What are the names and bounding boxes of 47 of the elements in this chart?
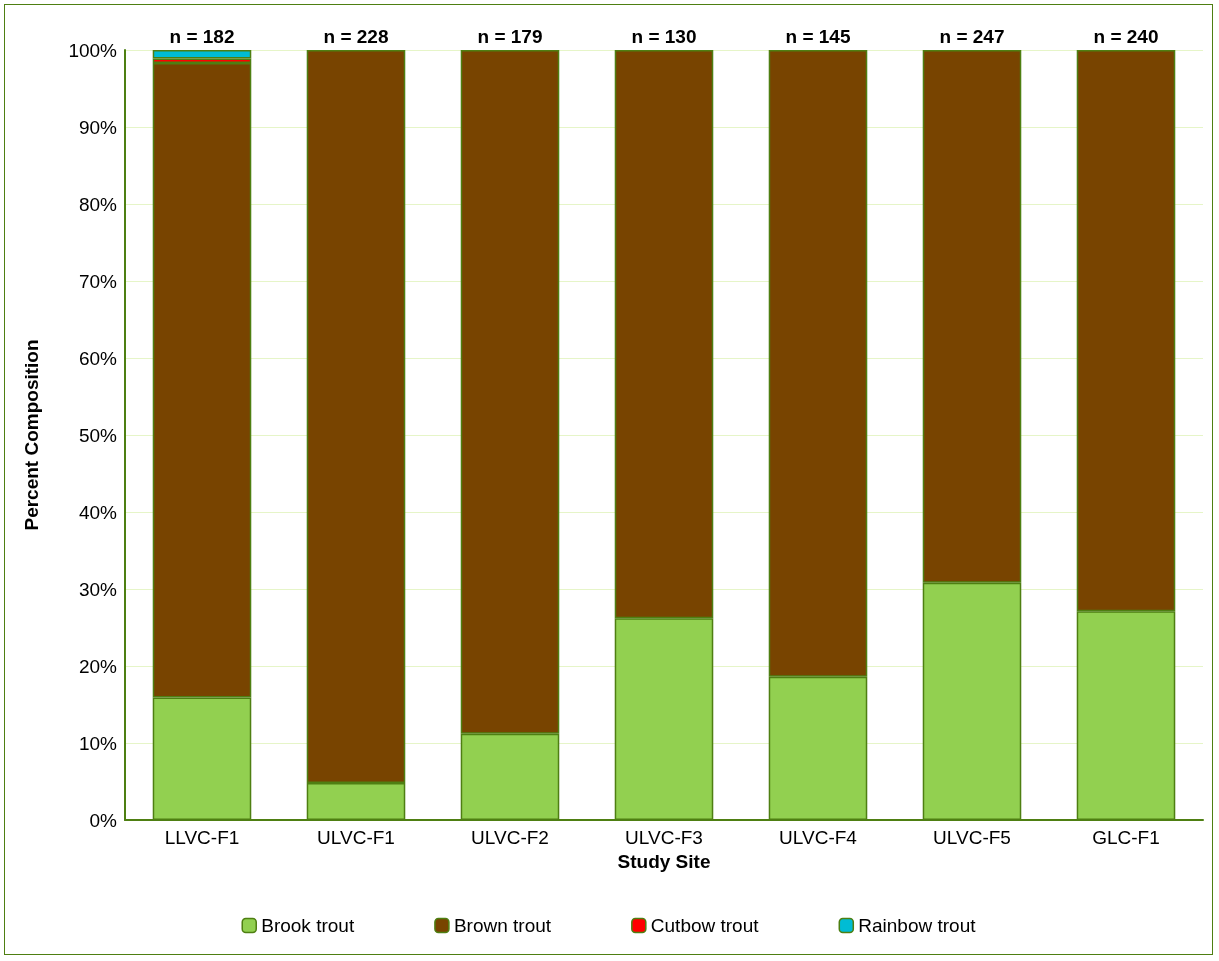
- annotation: n = 179: [477, 26, 543, 47]
- x-tick-label: GLC-F1: [1092, 827, 1160, 848]
- y-tick-label: 80%: [78, 193, 118, 215]
- y-tick-label: 70%: [78, 270, 118, 292]
- legend-label: Brown trout: [453, 915, 552, 936]
- bar: [768, 676, 868, 820]
- y-tick-label: 30%: [78, 578, 118, 600]
- y-tick-label: 90%: [78, 116, 118, 138]
- bar: [1076, 50, 1176, 612]
- bar: [152, 697, 252, 820]
- y-tick-label: 40%: [78, 501, 118, 523]
- y-tick-label: 0%: [89, 809, 118, 831]
- x-tick-label: ULVC-F4: [779, 827, 858, 848]
- bar: [460, 50, 560, 734]
- annotation: n = 228: [323, 26, 389, 47]
- x-tick-label: ULVC-F5: [933, 827, 1011, 848]
- y-tick-label: 100%: [68, 39, 118, 61]
- y-tick-label: 60%: [78, 347, 118, 369]
- bar: [152, 58, 252, 64]
- annotation: n = 145: [785, 26, 851, 47]
- bar: [614, 50, 714, 619]
- bar: [306, 783, 406, 820]
- bar: [614, 618, 714, 820]
- bar: [768, 50, 868, 677]
- bar: [1076, 611, 1176, 820]
- y-tick-label: 50%: [78, 424, 118, 446]
- x-tick-label: ULVC-F2: [471, 827, 549, 848]
- y-axis-title: Percent Composition: [21, 339, 42, 531]
- legend-label: Rainbow trout: [858, 915, 977, 936]
- annotation: n = 130: [631, 26, 697, 47]
- bar: [306, 50, 406, 784]
- bar: [152, 50, 252, 59]
- y-tick-label: 10%: [78, 732, 118, 754]
- x-tick-label: LLVC-F1: [164, 827, 240, 848]
- legend-label: Cutbow trout: [650, 915, 760, 936]
- bar: [460, 733, 560, 820]
- x-axis-title: Study Site: [617, 850, 711, 872]
- x-tick-label: ULVC-F3: [625, 827, 703, 848]
- x-tick-label: ULVC-F1: [317, 827, 395, 848]
- y-tick-label: 20%: [78, 655, 118, 677]
- legend-label: Brook trout: [261, 915, 355, 936]
- bar: [152, 63, 252, 698]
- bar: [922, 50, 1022, 583]
- annotation: n = 182: [169, 26, 235, 47]
- bar: [922, 582, 1022, 820]
- annotation: n = 247: [939, 26, 1005, 47]
- annotation: n = 240: [1093, 26, 1159, 47]
